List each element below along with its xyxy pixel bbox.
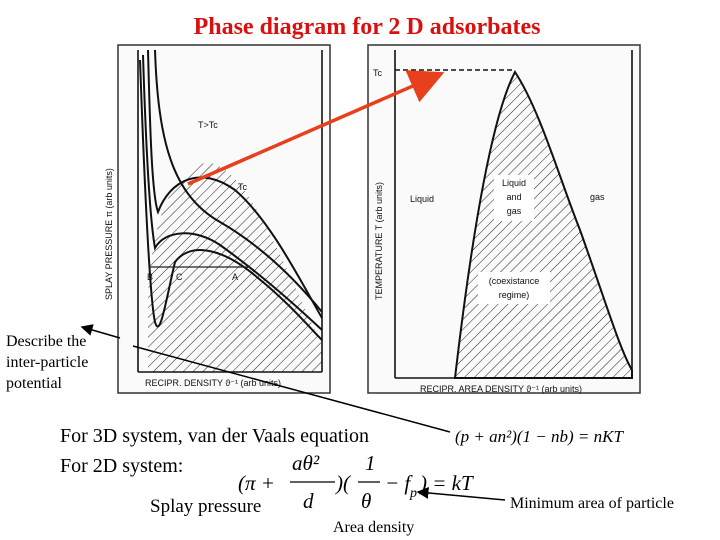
y-axis-label: SPLAY PRESSURE π (arb units) (104, 168, 114, 300)
equation-part: 1 (365, 451, 376, 475)
critical-label: Tc (373, 68, 383, 78)
pointer-arrow (80, 324, 121, 339)
equation-part: )( (335, 471, 352, 495)
label-bg (494, 175, 534, 221)
curve-label: T>Tc (198, 120, 218, 130)
region-label: gas (590, 192, 605, 202)
text-line: For 3D system, van der Vaals equation (60, 425, 369, 447)
label: Minimum area of particle (510, 495, 674, 512)
equation-part: p (409, 486, 417, 501)
isotherm (154, 49, 323, 313)
region-label: Liquid (410, 194, 434, 204)
pointer-line (132, 345, 451, 433)
annotation: Describe the (6, 333, 86, 350)
label: Area density (333, 519, 414, 536)
red-arrow (187, 70, 445, 186)
equation-part: θ (361, 489, 371, 513)
point-label: A (232, 272, 238, 282)
y-axis-label: TEMPERATURE T (arb units) (374, 182, 384, 300)
isotherm (139, 59, 323, 341)
label: Splay pressure (150, 496, 261, 517)
region-label: (coexistance (489, 276, 540, 286)
region-label: and (506, 192, 521, 202)
right-figure: Tc Liquid Liquid and gas gas (coexistanc… (367, 44, 641, 394)
equation-part: d (303, 489, 314, 513)
isotherm (147, 49, 323, 319)
annotation: potential (6, 375, 63, 392)
x-axis-label: RECIPR. DENSITY ϑ⁻¹ (arb units) (145, 378, 281, 388)
equation-2d: (π + aθ² d )( 1 θ − f p ) = kT (238, 451, 474, 513)
title: Phase diagram for 2 D adsorbates (194, 14, 541, 40)
point-label: C (176, 272, 183, 282)
region-label: regime) (499, 290, 530, 300)
curve-label: Tc (238, 182, 248, 192)
equation-part: (π + (238, 471, 275, 495)
region-label: Liquid (502, 178, 526, 188)
text-line: For 2D system: (60, 455, 183, 477)
label-bg (478, 272, 550, 304)
x-axis-label: RECIPR. AREA DENSITY ϑ⁻¹ (arb units) (420, 384, 582, 394)
equation-part: aθ² (292, 451, 320, 475)
equation-part: − f (385, 471, 413, 495)
equation: (p + an²)(1 − nb) = nKT (455, 427, 624, 446)
region-label: gas (507, 206, 522, 216)
equation-part: ) = kT (419, 471, 474, 495)
pointer-arrow (416, 486, 506, 501)
isotherm (142, 54, 323, 331)
point-label: B (147, 272, 153, 282)
annotation: inter-particle (6, 354, 88, 371)
left-figure: T>Tc Tc B C A SPLAY PRESSURE π (arb unit… (104, 44, 331, 394)
